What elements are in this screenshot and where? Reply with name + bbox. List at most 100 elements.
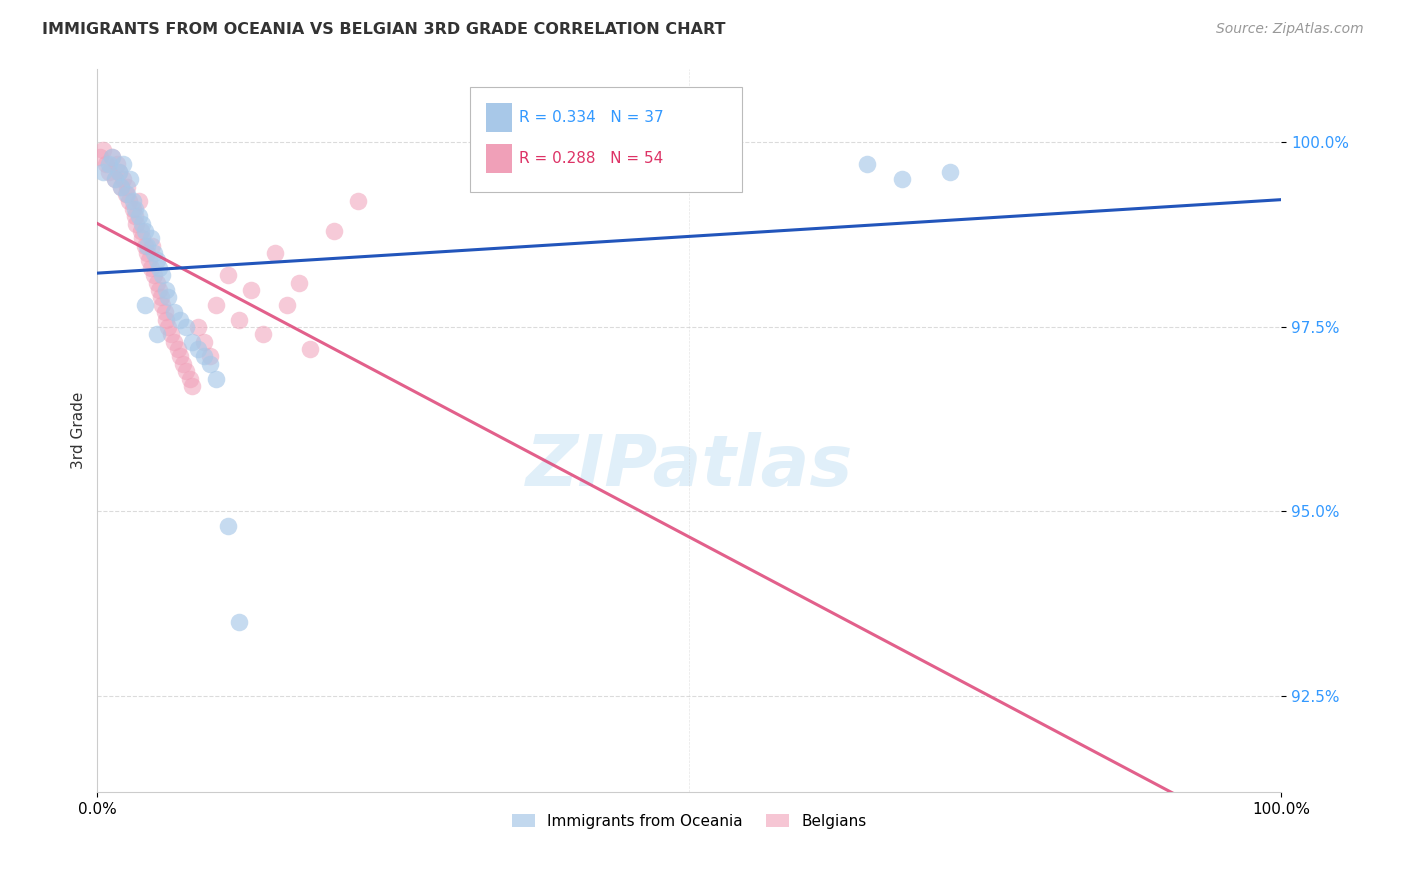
- Point: [107, 157, 129, 171]
- Bar: [485, 145, 512, 173]
- Point: [104, 172, 127, 186]
- Point: [100, 150, 122, 164]
- Point: [121, 194, 143, 209]
- Point: [163, 305, 186, 319]
- Point: [124, 202, 146, 216]
- Point: [138, 253, 160, 268]
- FancyBboxPatch shape: [470, 87, 742, 192]
- Point: [204, 298, 226, 312]
- Point: [131, 231, 153, 245]
- Point: [94, 157, 117, 171]
- Point: [217, 268, 239, 283]
- Point: [100, 150, 122, 164]
- Point: [276, 298, 298, 312]
- Point: [187, 319, 209, 334]
- Point: [152, 268, 174, 283]
- Point: [217, 519, 239, 533]
- Text: Source: ZipAtlas.com: Source: ZipAtlas.com: [1216, 22, 1364, 37]
- Point: [187, 342, 209, 356]
- Point: [148, 260, 170, 275]
- Point: [264, 246, 287, 260]
- Point: [136, 238, 159, 252]
- Text: R = 0.288   N = 54: R = 0.288 N = 54: [519, 152, 664, 167]
- Point: [134, 298, 156, 312]
- Point: [193, 334, 215, 349]
- Point: [153, 305, 176, 319]
- Point: [323, 224, 346, 238]
- Point: [136, 246, 159, 260]
- Point: [98, 165, 121, 179]
- Point: [118, 194, 141, 209]
- Point: [128, 209, 150, 223]
- Point: [169, 350, 191, 364]
- Text: ZIPatlas: ZIPatlas: [526, 432, 853, 501]
- Point: [252, 327, 274, 342]
- Point: [134, 238, 156, 252]
- Point: [172, 357, 194, 371]
- Point: [179, 371, 201, 385]
- Point: [145, 253, 167, 268]
- Point: [128, 194, 150, 209]
- Point: [89, 150, 111, 164]
- Point: [98, 157, 121, 171]
- Point: [157, 319, 180, 334]
- Bar: [485, 103, 512, 132]
- Point: [163, 334, 186, 349]
- Point: [148, 283, 170, 297]
- Point: [174, 364, 197, 378]
- Point: [159, 327, 181, 342]
- Point: [143, 246, 166, 260]
- Point: [150, 290, 173, 304]
- Point: [155, 312, 177, 326]
- Point: [115, 187, 138, 202]
- Point: [120, 172, 142, 186]
- Point: [152, 298, 174, 312]
- Point: [287, 276, 309, 290]
- Text: IMMIGRANTS FROM OCEANIA VS BELGIAN 3RD GRADE CORRELATION CHART: IMMIGRANTS FROM OCEANIA VS BELGIAN 3RD G…: [42, 22, 725, 37]
- Point: [112, 157, 135, 171]
- Point: [228, 312, 250, 326]
- Point: [240, 283, 263, 297]
- Point: [139, 231, 162, 245]
- Point: [115, 179, 138, 194]
- Point: [169, 312, 191, 326]
- Point: [131, 217, 153, 231]
- Point: [121, 202, 143, 216]
- Point: [129, 224, 152, 238]
- Y-axis label: 3rd Grade: 3rd Grade: [72, 392, 86, 469]
- Point: [139, 260, 162, 275]
- Point: [198, 357, 221, 371]
- Point: [107, 165, 129, 179]
- Point: [134, 224, 156, 238]
- Point: [145, 327, 167, 342]
- Point: [110, 179, 132, 194]
- Point: [891, 172, 914, 186]
- Point: [204, 371, 226, 385]
- Point: [299, 342, 322, 356]
- Point: [198, 350, 221, 364]
- Point: [125, 217, 148, 231]
- Point: [157, 290, 180, 304]
- Point: [143, 268, 166, 283]
- Point: [228, 615, 250, 630]
- Point: [181, 334, 204, 349]
- Point: [155, 283, 177, 297]
- Legend: Immigrants from Oceania, Belgians: Immigrants from Oceania, Belgians: [506, 807, 872, 835]
- Point: [110, 179, 132, 194]
- Point: [145, 276, 167, 290]
- Point: [124, 209, 146, 223]
- Point: [938, 165, 960, 179]
- Point: [91, 143, 114, 157]
- Point: [91, 165, 114, 179]
- Point: [181, 379, 204, 393]
- Point: [141, 238, 163, 252]
- Point: [855, 157, 877, 171]
- Text: R = 0.334   N = 37: R = 0.334 N = 37: [519, 111, 664, 125]
- Point: [174, 319, 197, 334]
- Point: [114, 187, 136, 202]
- Point: [112, 172, 135, 186]
- Point: [193, 350, 215, 364]
- Point: [107, 165, 129, 179]
- Point: [166, 342, 188, 356]
- Point: [346, 194, 368, 209]
